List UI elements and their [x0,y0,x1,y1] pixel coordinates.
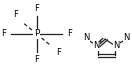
Text: N: N [113,41,120,50]
Text: N: N [123,33,129,42]
Text: F: F [34,55,39,64]
Text: F: F [57,48,62,57]
Text: F: F [1,30,6,38]
Text: N: N [83,33,90,42]
Text: F: F [34,4,39,13]
Text: P: P [34,30,39,38]
Text: N: N [93,41,99,50]
Text: +: + [98,39,103,44]
Text: F: F [13,10,18,19]
Text: F: F [67,30,72,38]
